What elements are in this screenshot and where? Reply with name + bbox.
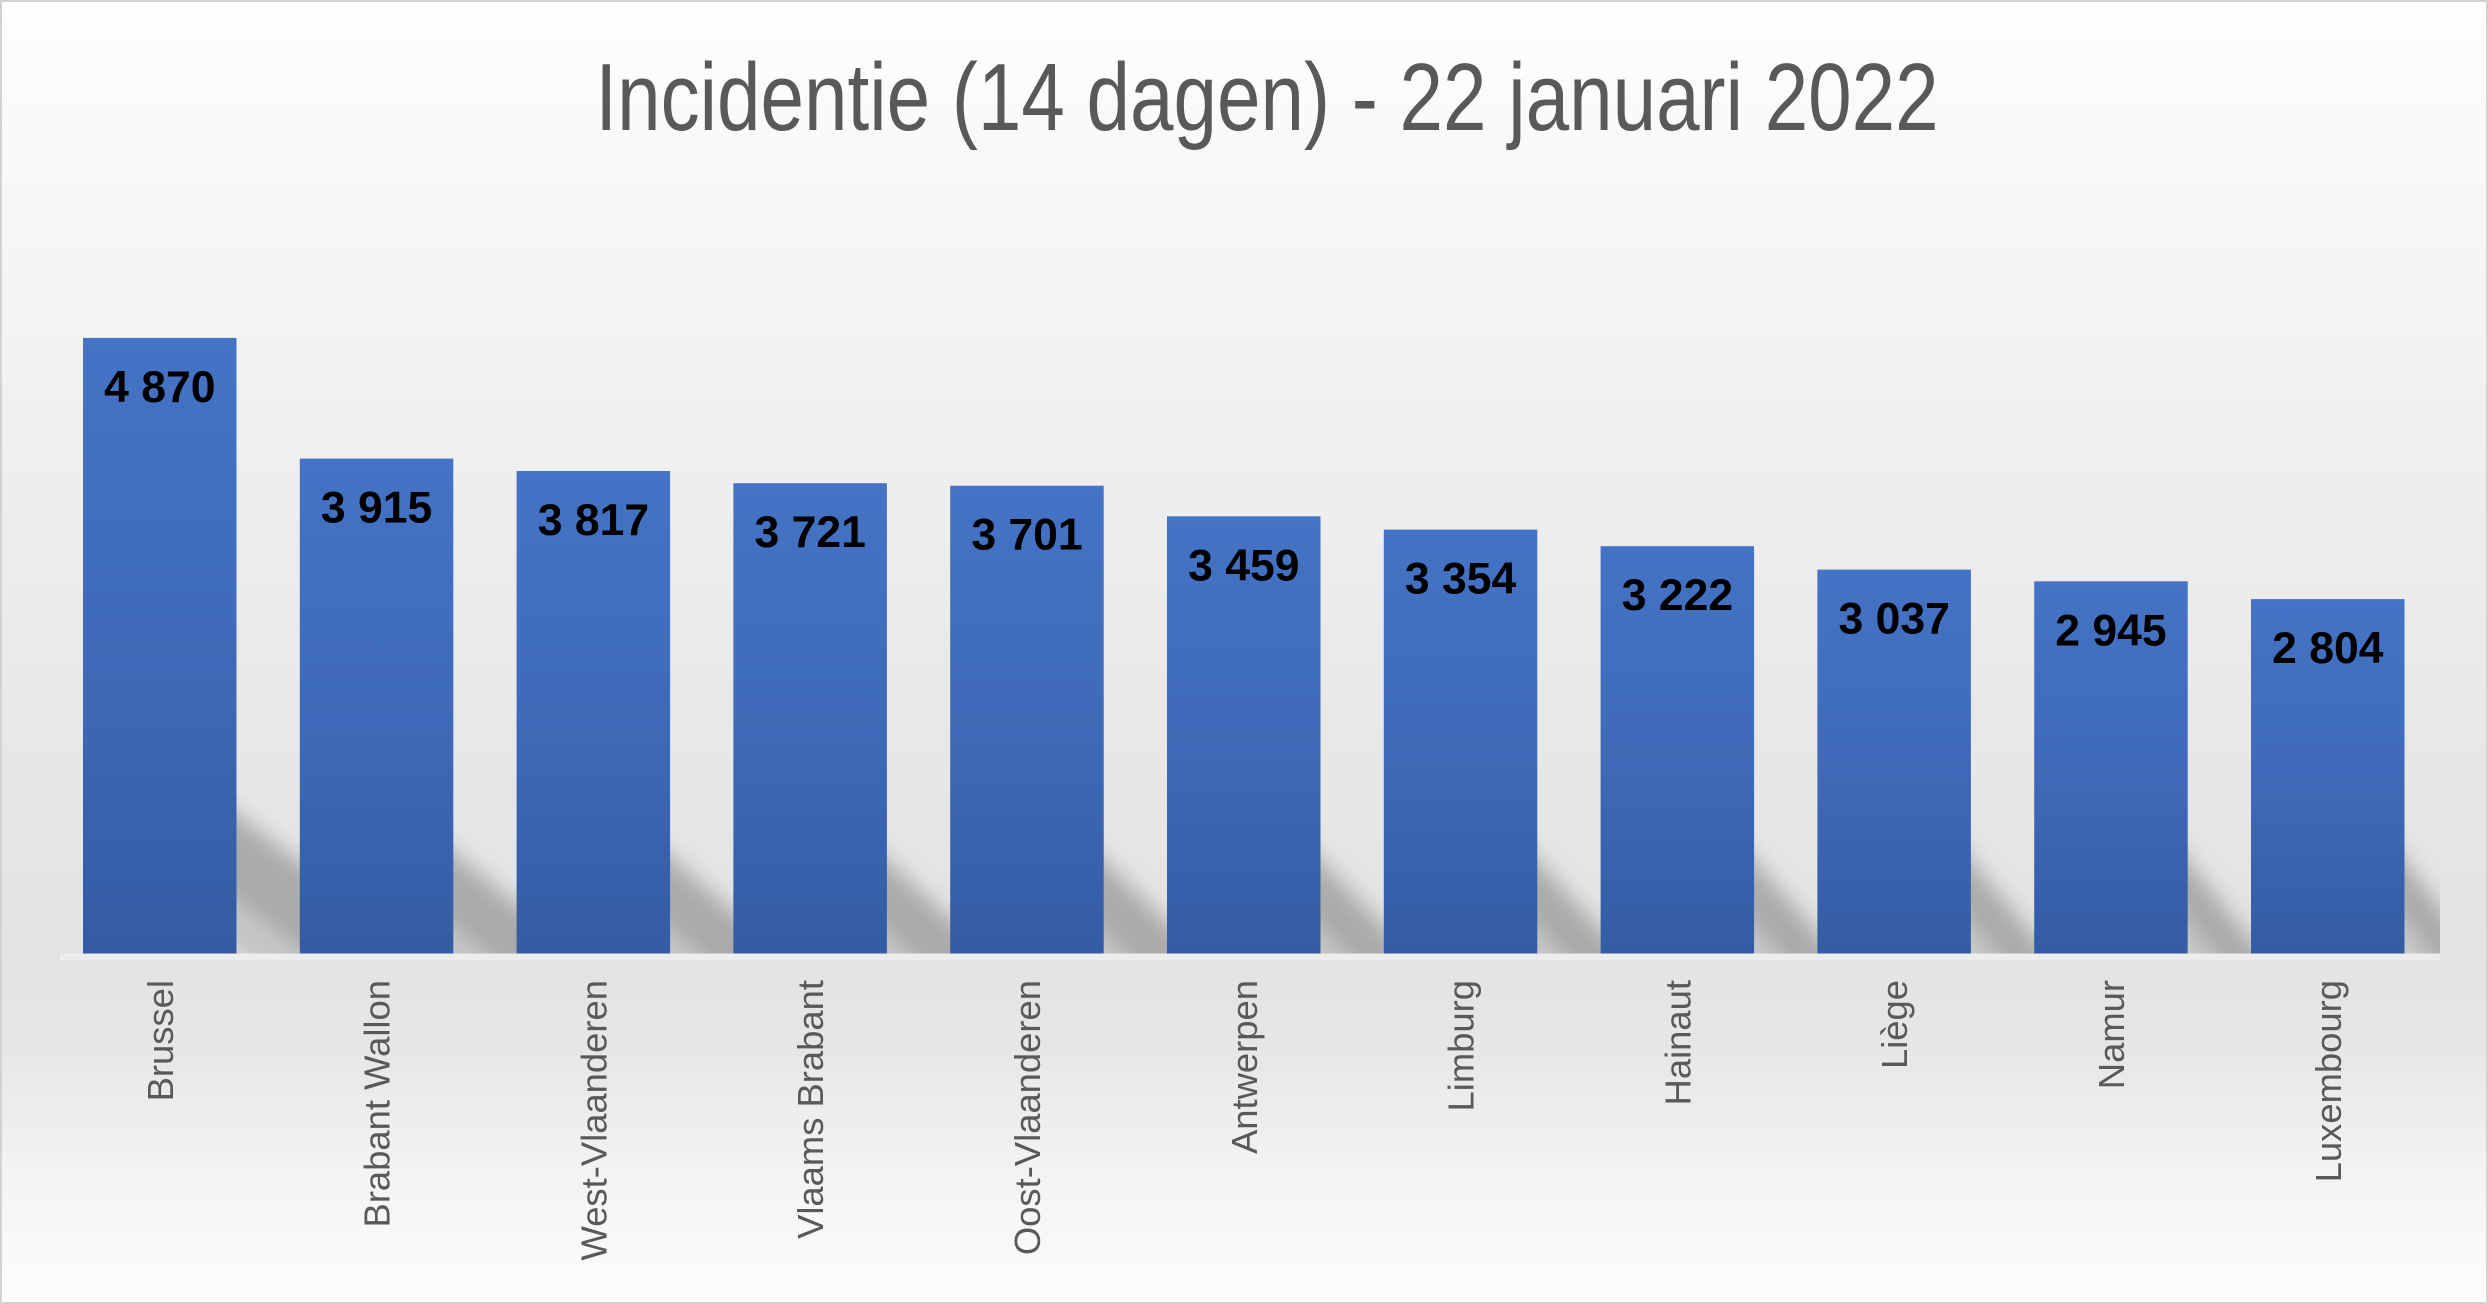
- svg-text:4 870: 4 870: [104, 363, 215, 412]
- svg-text:Luxembourg: Luxembourg: [2308, 980, 2349, 1182]
- svg-text:3 354: 3 354: [1405, 555, 1517, 604]
- svg-text:Incidentie (14 dagen) - 22 jan: Incidentie (14 dagen) - 22 januari 2022: [595, 43, 1938, 150]
- svg-text:Antwerpen: Antwerpen: [1224, 980, 1265, 1154]
- svg-text:2 945: 2 945: [2055, 606, 2166, 655]
- svg-text:Namur: Namur: [2091, 980, 2132, 1089]
- svg-text:3 459: 3 459: [1188, 541, 1299, 590]
- svg-text:Vlaams Brabant: Vlaams Brabant: [790, 980, 831, 1239]
- svg-text:3 701: 3 701: [971, 511, 1082, 560]
- svg-text:2 804: 2 804: [2272, 624, 2384, 673]
- svg-text:3 915: 3 915: [321, 484, 432, 533]
- svg-text:Liège: Liège: [1874, 980, 1915, 1069]
- svg-text:3 721: 3 721: [755, 508, 866, 557]
- svg-text:3 037: 3 037: [1839, 595, 1950, 644]
- svg-text:Oost-Vlaanderen: Oost-Vlaanderen: [1007, 980, 1048, 1255]
- svg-text:Hainaut: Hainaut: [1657, 980, 1698, 1105]
- svg-text:West-Vlaanderen: West-Vlaanderen: [573, 980, 614, 1261]
- svg-text:Brussel: Brussel: [140, 980, 181, 1101]
- svg-text:Brabant Wallon: Brabant Wallon: [357, 980, 398, 1227]
- svg-text:3 817: 3 817: [538, 496, 649, 545]
- svg-text:3 222: 3 222: [1622, 571, 1733, 620]
- svg-text:Limburg: Limburg: [1441, 980, 1482, 1111]
